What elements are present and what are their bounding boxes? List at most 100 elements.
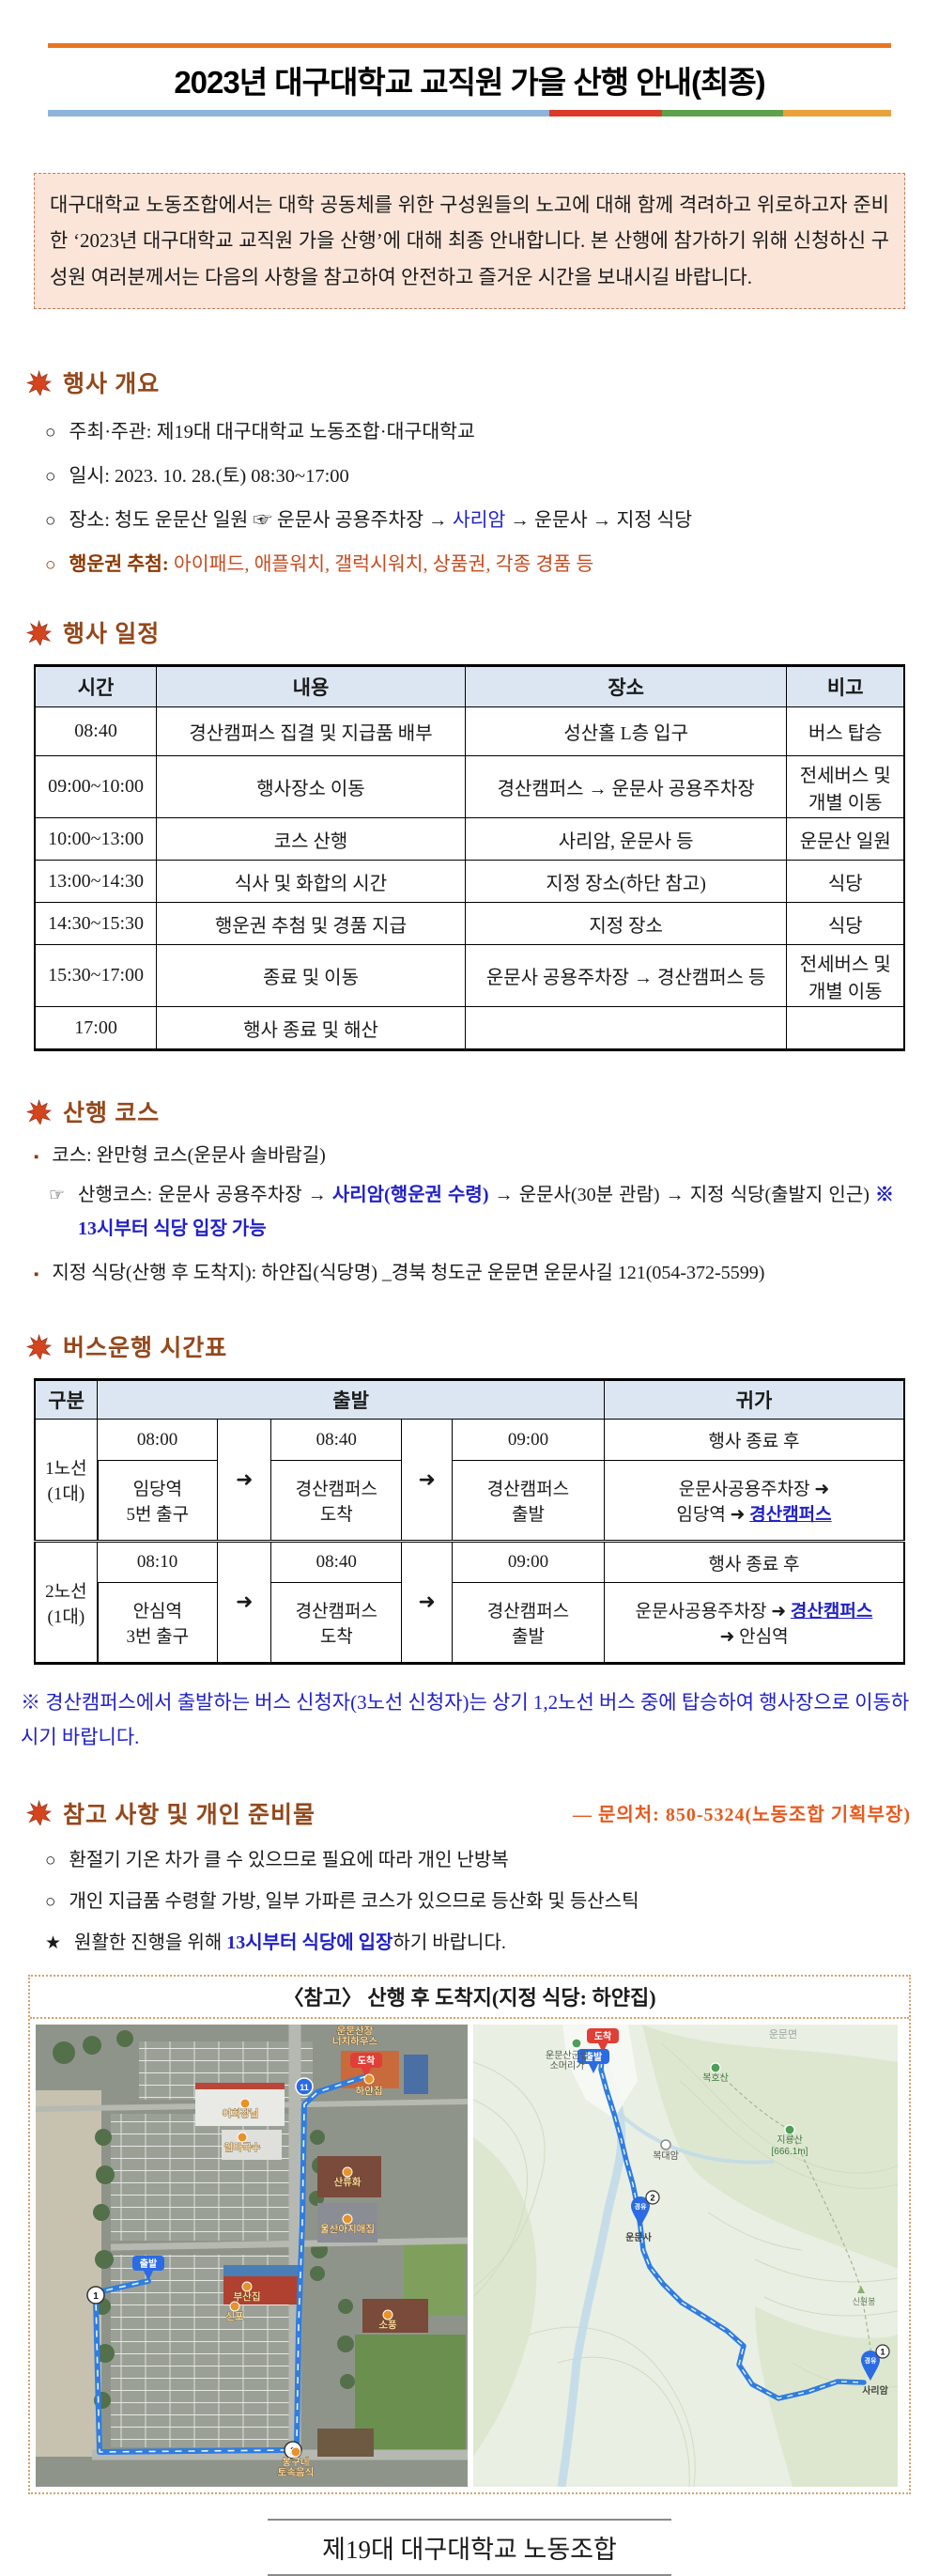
cell-place: 지정 장소 — [464, 902, 788, 946]
cell-content: 코스 산행 — [156, 817, 466, 861]
poi-restaurant: 토속음식 — [278, 2466, 315, 2478]
footer-union-name: 제19대 대구대학교 노동조합 — [268, 2518, 671, 2576]
place-line2: 도착 — [319, 1627, 353, 1648]
intro-text: 대구대학교 노동조합에서는 대학 공동체를 위한 구성원들의 노고에 대해 함께… — [50, 194, 889, 288]
bus-route2-time-row: 2노선 (1대) 08:10 ➜ 08:40 ➜ 09:00 행사 종료 후 — [34, 1540, 905, 1665]
arrive-label: 도착 — [358, 2055, 376, 2067]
maple-leaf-icon — [26, 369, 52, 396]
label-myeon: 운문면 — [769, 2028, 797, 2041]
arrive-marker: 도착 — [587, 2027, 619, 2053]
cell-time: 17:00 — [34, 1006, 158, 1051]
return-line2-pre: 임당역 ➜ — [676, 1505, 750, 1526]
poi-guesthouse: 운문산장 — [337, 2025, 374, 2037]
col-place: 장소 — [464, 665, 788, 708]
return-line2: ➜ 안심역 — [719, 1627, 789, 1648]
notes-entry-pre: 원활한 진행을 위해 — [74, 1932, 227, 1953]
course-restaurant: 지정 식당(산행 후 도착지): 하얀집(식당명) _경북 청도군 운문면 운문… — [52, 1263, 765, 1284]
route-line — [598, 2048, 867, 2401]
building — [404, 2054, 428, 2094]
label-bokhosan: 복호산 — [702, 2072, 729, 2084]
list-item: ★ 원활한 진행을 위해 13시부터 식당에 입장하기 바랍니다. — [45, 1927, 939, 1954]
route2-return-top: 행사 종료 후 — [604, 1540, 905, 1584]
route2-place1: 안심역 3번 출구 — [96, 1582, 218, 1665]
course-type: 코스: 완만형 코스(운문사 솔바람길) — [52, 1145, 326, 1167]
depart-marker: 출발 — [577, 2048, 609, 2073]
list-item: ○ 환절기 기온 차가 클 수 있으므로 필요에 따라 개인 난방복 — [45, 1844, 939, 1871]
label-unmunsa: 운문사 — [625, 2231, 652, 2243]
route2-time3: 09:00 — [451, 1540, 606, 1584]
label-sariam: 사리암 — [862, 2384, 888, 2397]
map-caption: 〈참고〉 산행 후 도착지(지정 식당: 하얀집) — [30, 1977, 909, 2019]
cell-place: 운문사 공용주차장 → 경산캠퍼스 등 — [464, 944, 788, 1008]
section-course-title: 산행 코스 — [63, 1101, 161, 1127]
waypoint-badge-1: 1 — [86, 2286, 105, 2304]
section-notes-title: 참고 사항 및 개인 준비물 — [63, 1802, 316, 1828]
schedule-row: 09:00~10:00 행사장소 이동 경산캠퍼스 → 운문사 공용주차장 전세… — [34, 755, 906, 819]
map-reference-box: 〈참고〉 산행 후 도착지(지정 식당: 하얀집) — [28, 1974, 911, 2494]
bus-table: 구분 출발 귀가 1노선 (1대) 08:00 ➜ 08:40 ➜ 09:00 행… — [34, 1378, 905, 1666]
label-bokdaeam: 복대암 — [653, 2150, 679, 2162]
poi-restaurant: 부산집 — [234, 2290, 261, 2303]
cell-time: 08:40 — [34, 706, 158, 757]
overview-raffle-label: 행운권 추첨: — [69, 554, 174, 576]
place-line2: 출발 — [511, 1627, 545, 1648]
via-label: 경유 — [635, 2202, 647, 2211]
route1-return-top: 행사 종료 후 — [604, 1419, 905, 1462]
route2-name: 2노선 (1대) — [34, 1540, 99, 1665]
overview-list: ○ 주최·주관: 제19대 대구대학교 노동조합·대구대학교 ○ 일시: 202… — [45, 415, 939, 576]
place-line2: 도착 — [319, 1505, 353, 1526]
section-schedule-title: 행사 일정 — [63, 622, 161, 648]
col-note: 비고 — [786, 665, 906, 708]
cell-note: 전세버스 및 개별 이동 — [786, 944, 906, 1008]
poi-hayanjip: 하얀집 — [356, 2085, 383, 2097]
arrive-label: 도착 — [594, 2030, 612, 2042]
cell-content: 종료 및 이동 — [156, 944, 466, 1008]
list-item: ○ 개인 지급품 수령할 가방, 일부 가파른 코스가 있으므로 등산화 및 등… — [45, 1885, 939, 1913]
overview-place: 장소: 청도 운문산 일원 ☞ 운문사 공용주차장 → 사리암 → 운문사 → … — [69, 504, 692, 532]
label-jiryongsan-height: [666.1m] — [772, 2147, 808, 2157]
notes-entry-blue: 13시부터 식당에 입장 — [226, 1932, 393, 1953]
section-overview-title: 행사 개요 — [63, 372, 161, 398]
notes-clothing: 환절기 기온 차가 클 수 있으므로 필요에 따라 개인 난방복 — [69, 1849, 509, 1870]
place-line1: 안심역 — [132, 1602, 183, 1622]
route-name: 1노선 — [45, 1459, 87, 1480]
maple-leaf-icon — [26, 1098, 52, 1125]
color-bar-yellow — [783, 110, 891, 116]
poi-restaurant: 울산아지매집 — [320, 2223, 375, 2235]
route-name: 2노선 — [45, 1581, 87, 1602]
place-line1: 임당역 — [132, 1480, 183, 1500]
col-time: 시간 — [34, 665, 158, 708]
section-schedule-heading: 행사 일정 — [26, 615, 939, 649]
cell-place: 지정 장소(하단 참고) — [464, 860, 788, 904]
building — [195, 2086, 285, 2126]
label-sinwonbong: 신원봉 — [853, 2297, 876, 2306]
poi-restaurant: 소풍 — [378, 2320, 397, 2331]
cell-time: 10:00~13:00 — [34, 817, 158, 861]
maple-leaf-icon — [26, 619, 52, 645]
route1-time1: 08:00 — [97, 1419, 218, 1462]
list-item: ▪ 지정 식당(산행 후 도착지): 하얀집(식당명) _경북 청도군 운문면 … — [34, 1257, 939, 1284]
star-bullet: ★ — [45, 1932, 62, 1953]
list-item: ○ 주최·주관: 제19대 대구대학교 노동조합·대구대학교 — [45, 415, 939, 443]
course-route-pre: 산행코스: 운문사 공용주차장 → — [78, 1185, 332, 1206]
bus-note: ※ 경산캠퍼스에서 출발하는 버스 신청자(3노선 신청자)는 상기 1,2노선… — [21, 1691, 910, 1749]
cell-place: 사리암, 운문사 등 — [464, 817, 788, 861]
building — [362, 2298, 428, 2333]
title-top-rule — [48, 43, 891, 48]
satellite-map: 11 1 2 출발 도착 운문산장 너치하우스 — [36, 2024, 468, 2487]
via-1-badge: 1 — [880, 2347, 885, 2356]
route1-time3: 09:00 — [451, 1419, 606, 1462]
arrow-cell: ➜ — [216, 1419, 272, 1543]
peak-markers — [571, 2038, 865, 2293]
title-color-bar — [48, 110, 891, 116]
label-park: 소머리가 — [550, 2060, 585, 2072]
poi-restaurant: 여회장님 — [223, 2107, 259, 2119]
col-gubun: 구분 — [34, 1379, 99, 1420]
route1-place2: 경산캠퍼스 도착 — [270, 1460, 403, 1543]
route1-return-route: 운문사공용주차장 ➜ 임당역 ➜ 경산캠퍼스 — [604, 1460, 905, 1543]
course-route-sariam: 사리암(행운권 수령) — [331, 1185, 489, 1206]
col-return: 귀가 — [604, 1379, 905, 1420]
via-2-badge: 2 — [650, 2193, 654, 2202]
route1-name: 1노선 (1대) — [34, 1419, 99, 1543]
circle-bullet: ○ — [45, 1850, 56, 1870]
